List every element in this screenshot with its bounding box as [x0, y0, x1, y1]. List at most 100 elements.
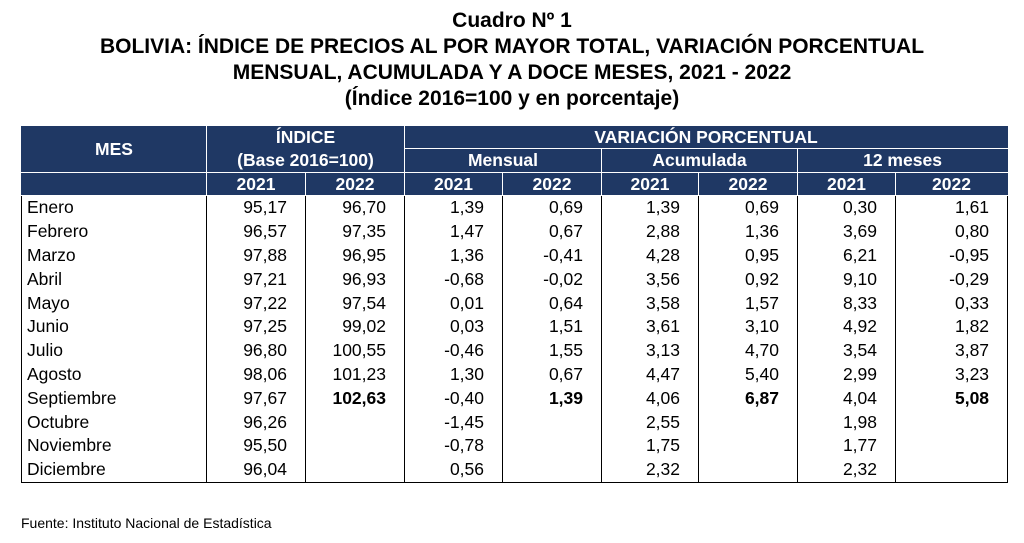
value-cell: 1,39 [404, 195, 503, 220]
value-cell [305, 457, 405, 483]
header-indice: ÍNDICE [206, 126, 405, 149]
value-cell: 97,21 [206, 267, 306, 292]
table-number: Cuadro Nº 1 [452, 9, 572, 32]
header-year: 2022 [305, 172, 405, 196]
value-cell: 96,80 [206, 338, 306, 363]
value-cell: 96,93 [305, 267, 405, 292]
value-cell: 0,67 [502, 362, 602, 387]
value-cell: -0,02 [502, 267, 602, 292]
value-cell: -1,45 [404, 410, 503, 434]
table-title-block: Cuadro Nº 1 BOLIVIA: ÍNDICE DE PRECIOS A… [0, 8, 1024, 112]
table-row: Enero 95,17 96,70 1,39 0,69 1,39 0,69 0,30 1,61 [21, 195, 1009, 220]
month-cell: Julio [21, 338, 207, 363]
value-cell: 0,69 [698, 195, 798, 220]
value-cell [698, 457, 798, 483]
value-cell [894, 457, 1009, 483]
table-row: Febrero 96,57 97,35 1,47 0,67 2,88 1,36 3,69 0,8… [21, 219, 1009, 244]
value-cell: 4,06 [601, 386, 699, 411]
header-year: 2021 [601, 172, 699, 196]
value-cell: 99,02 [305, 314, 405, 339]
price-index-table: MES ÍNDICE VARIACIÓN PORCENTUAL (Base 20… [21, 126, 1009, 483]
month-cell: Enero [21, 195, 207, 220]
value-cell: 96,95 [305, 243, 405, 268]
month-cell: Septiembre [21, 386, 207, 411]
value-cell: 5,40 [698, 362, 798, 387]
value-cell: 1,30 [404, 362, 503, 387]
value-cell: 4,28 [601, 243, 699, 268]
header-year: 2021 [404, 172, 503, 196]
header-indice-base: (Base 2016=100) [206, 148, 405, 173]
value-cell [698, 410, 798, 434]
value-cell: 0,67 [502, 219, 602, 244]
value-cell: 97,25 [206, 314, 306, 339]
value-cell: 96,57 [206, 219, 306, 244]
value-cell: 1,61 [894, 195, 1009, 220]
value-cell: 97,22 [206, 291, 306, 315]
value-cell: 0,30 [797, 195, 896, 220]
value-cell [698, 433, 798, 458]
month-cell: Mayo [21, 291, 207, 315]
month-cell: Febrero [21, 219, 207, 244]
value-cell: 4,04 [797, 386, 896, 411]
value-cell [502, 433, 602, 458]
value-cell [894, 433, 1009, 458]
value-cell: 95,50 [206, 433, 306, 458]
value-cell: -0,41 [502, 243, 602, 268]
value-cell: 4,70 [698, 338, 798, 363]
value-cell: 4,92 [797, 314, 896, 339]
month-cell: Marzo [21, 243, 207, 268]
value-cell: 2,88 [601, 219, 699, 244]
value-cell: 102,63 [305, 386, 405, 411]
table-row: Junio 97,25 99,02 0,03 1,51 3,61 3,10 4,92 1,82 [21, 314, 1009, 339]
value-cell: 0,92 [698, 267, 798, 292]
value-cell: 3,13 [601, 338, 699, 363]
value-cell: 1,36 [404, 243, 503, 268]
value-cell: 3,54 [797, 338, 896, 363]
table-row: Abril 97,21 96,93 -0,68 -0,02 3,56 0,92 9,10 -0,… [21, 267, 1009, 292]
month-cell: Diciembre [21, 457, 207, 483]
value-cell: 97,88 [206, 243, 306, 268]
value-cell: 97,35 [305, 219, 405, 244]
value-cell: 1,55 [502, 338, 602, 363]
table-row: Mayo 97,22 97,54 0,01 0,64 3,58 1,57 8,33 0,33 [21, 291, 1009, 315]
table-row: Marzo 97,88 96,95 1,36 -0,41 4,28 0,95 6,21 -0,9… [21, 243, 1009, 268]
header-mes: MES [21, 126, 207, 173]
value-cell: 8,33 [797, 291, 896, 315]
value-cell: 1,98 [797, 410, 896, 434]
value-cell: 3,56 [601, 267, 699, 292]
header-mes-spacer [21, 172, 207, 196]
value-cell [305, 433, 405, 458]
value-cell: 97,67 [206, 386, 306, 411]
value-cell: 0,03 [404, 314, 503, 339]
value-cell: 2,32 [797, 457, 896, 483]
value-cell [502, 457, 602, 483]
value-cell: 1,51 [502, 314, 602, 339]
value-cell: 2,32 [601, 457, 699, 483]
table-row: Octubre 96,26 -1,45 2,55 1,98 [21, 410, 1009, 434]
value-cell: 6,87 [698, 386, 798, 411]
header-year: 2022 [894, 172, 1009, 196]
table-title-continued: MENSUAL, ACUMULADA Y A DOCE MESES, 2021 … [232, 61, 792, 84]
value-cell: 9,10 [797, 267, 896, 292]
value-cell [502, 410, 602, 434]
value-cell: 3,69 [797, 219, 896, 244]
value-cell: 1,57 [698, 291, 798, 315]
value-cell: 2,99 [797, 362, 896, 387]
table-body: Enero 95,17 96,70 1,39 0,69 1,39 0,69 0,30 1,61 F… [21, 195, 1009, 483]
value-cell: 95,17 [206, 195, 306, 220]
table-subtitle: (Índice 2016=100 y en porcentaje) [344, 87, 680, 110]
value-cell: 101,23 [305, 362, 405, 387]
value-cell: 4,47 [601, 362, 699, 387]
value-cell: -0,40 [404, 386, 503, 411]
month-cell: Noviembre [21, 433, 207, 458]
value-cell: 6,21 [797, 243, 896, 268]
value-cell: 96,26 [206, 410, 306, 434]
source-note: Fuente: Instituto Nacional de Estadístic… [21, 515, 272, 531]
value-cell: 2,55 [601, 410, 699, 434]
table-row: Septiembre 97,67 102,63 -0,40 1,39 4,06 6,87 4,… [21, 386, 1009, 411]
value-cell: 0,33 [894, 291, 1009, 315]
value-cell: 1,82 [894, 314, 1009, 339]
value-cell: 97,54 [305, 291, 405, 315]
table-title: BOLIVIA: ÍNDICE DE PRECIOS AL POR MAYOR … [99, 35, 925, 58]
month-cell: Agosto [21, 362, 207, 387]
